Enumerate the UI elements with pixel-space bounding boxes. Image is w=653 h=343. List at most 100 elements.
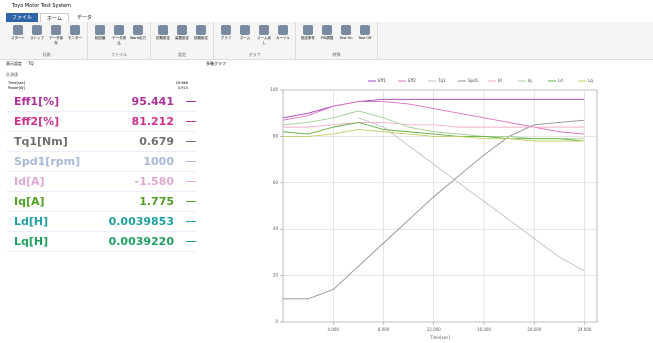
readout-value: -1.580	[134, 175, 174, 188]
button-label: Word出力	[130, 36, 146, 40]
readout-name: Iq[A]	[14, 195, 45, 208]
ribbon-button[interactable]: ストップ	[29, 22, 45, 46]
series-line	[282, 122, 585, 142]
table-cell: 0.915	[177, 85, 188, 90]
button-icon	[259, 25, 269, 35]
group-name: 特殊	[332, 52, 341, 57]
ribbon-group: 指定条件 PID調整 Test On Test Off 特殊	[296, 22, 378, 59]
x-tick-label: 12.000	[427, 327, 441, 332]
button-label: データ読込	[112, 36, 126, 45]
ribbon-button[interactable]: モニター	[67, 22, 83, 46]
readout-row: Eff1[%] 95.441	[6, 92, 196, 112]
ribbon-group: 初期設定 装置設定 試験設定設定	[151, 22, 214, 59]
legend-label: Iq	[528, 78, 532, 83]
ribbon-button[interactable]: データ読込	[111, 22, 127, 46]
button-icon	[278, 25, 288, 35]
window-title: Toyo Motor Test System	[12, 3, 71, 9]
x-tick-label: 4.000	[328, 327, 340, 332]
ribbon-button[interactable]: ズーム	[237, 22, 253, 46]
button-icon	[360, 25, 370, 35]
ribbon-button[interactable]: 前回値	[92, 22, 108, 46]
ribbon-button[interactable]: ズーム戻し	[256, 22, 272, 46]
x-tick-label: 20.000	[527, 327, 541, 332]
ribbon-group: グラフ ズーム ズーム戻し カーソル グラフ	[214, 22, 296, 59]
series-line	[283, 128, 585, 142]
readout-name: Tq1[Nm]	[14, 135, 68, 148]
ribbon-button[interactable]: Test On	[338, 22, 354, 41]
button-icon	[158, 25, 168, 35]
readout-value: 95.441	[131, 95, 174, 108]
group-name: ファイル	[111, 52, 127, 57]
legend-label: Spd1	[468, 78, 479, 83]
ribbon-tab[interactable]: ファイル	[6, 13, 39, 22]
ribbon-button[interactable]: PID調整	[319, 22, 335, 41]
table-row: Power[W] 0.915	[6, 85, 190, 90]
legend-label: Ld	[558, 78, 563, 83]
button-icon	[51, 25, 61, 35]
ribbon-button[interactable]: 初期設定	[155, 22, 171, 41]
readout-name: Ld[H]	[14, 215, 49, 228]
measure-panel: 計測値 Time[sec] 29.668 Power[W] 0.915 Eff1[%] 9…	[6, 72, 196, 340]
graph-tabs: 多軸グラフ	[200, 61, 226, 69]
readout-swatch	[186, 181, 196, 182]
ribbon-button[interactable]: スタート	[10, 22, 26, 46]
button-row: 前回値 データ読込 Word出力	[92, 22, 146, 46]
ribbon-button[interactable]: 装置設定	[174, 22, 190, 41]
button-row: グラフ ズーム ズーム戻し カーソル	[218, 22, 291, 46]
legend-label: Eff2	[408, 78, 416, 83]
button-icon	[32, 25, 42, 35]
readout-swatch	[186, 221, 196, 222]
ribbon-button[interactable]: Word出力	[130, 22, 146, 46]
ribbon-tab[interactable]: ホーム	[40, 13, 69, 22]
ribbon-button[interactable]: カーソル	[275, 22, 291, 46]
panel-tab[interactable]: 表示設定	[6, 61, 22, 66]
button-icon	[114, 25, 124, 35]
y-tick-label: 40	[273, 226, 279, 231]
button-icon	[133, 25, 143, 35]
readout-name: Eff1[%]	[14, 95, 60, 108]
x-tick-label: 8.000	[378, 327, 390, 332]
button-label: Test On	[339, 36, 353, 40]
series-line	[283, 119, 585, 300]
button-label: データ保存	[49, 36, 63, 45]
ribbon-button[interactable]: Test Off	[357, 22, 373, 41]
ribbon-button[interactable]: 試験設定	[193, 22, 209, 41]
y-tick-label: 100	[270, 87, 278, 92]
button-icon	[221, 25, 231, 35]
button-label: 指定条件	[301, 36, 315, 40]
button-icon	[341, 25, 351, 35]
readout-name: Spd1[rpm]	[14, 155, 81, 168]
button-label: 前回値	[94, 36, 106, 40]
button-label: グラフ	[220, 36, 232, 40]
button-icon	[240, 25, 250, 35]
readout-row: Iq[A] 1.775	[6, 192, 196, 212]
button-label: カーソル	[276, 36, 290, 40]
readout-swatch	[186, 101, 196, 102]
panel-tabs: 表示設定 TQ	[0, 61, 34, 69]
group-name: 設定	[178, 52, 186, 57]
button-label: ズーム戻し	[257, 36, 271, 45]
button-row: 指定条件 PID調整 Test On Test Off	[300, 22, 373, 41]
ribbon: スタート ストップ データ保存 モニター 計測 前回値 データ読込 Word出力 ファイル 初期設…	[0, 22, 653, 60]
x-tick-label: 16.000	[477, 327, 491, 332]
ribbon-button[interactable]: グラフ	[218, 22, 234, 46]
button-label: 装置設定	[175, 36, 189, 40]
readout-swatch	[186, 161, 196, 162]
ribbon-button[interactable]: データ保存	[48, 22, 64, 46]
button-icon	[95, 25, 105, 35]
ribbon-tab[interactable]: データ	[76, 15, 92, 21]
readout-swatch	[186, 121, 196, 122]
readout-swatch	[186, 141, 196, 142]
readout-row: Lq[H] 0.0039220	[6, 232, 196, 252]
series-line	[283, 122, 585, 128]
ribbon-button[interactable]: 指定条件	[300, 22, 316, 41]
readout-value: 0.0039220	[108, 235, 174, 248]
button-label: 初期設定	[156, 36, 170, 40]
panel-tab[interactable]: TQ	[28, 61, 34, 66]
readout-name: Id[A]	[14, 175, 45, 188]
y-tick-label: 60	[273, 180, 279, 185]
legend-label: Tq1	[437, 78, 446, 83]
readout-row: Tq1[Nm] 0.679	[6, 132, 196, 152]
graph-tab[interactable]: 多軸グラフ	[206, 61, 226, 66]
